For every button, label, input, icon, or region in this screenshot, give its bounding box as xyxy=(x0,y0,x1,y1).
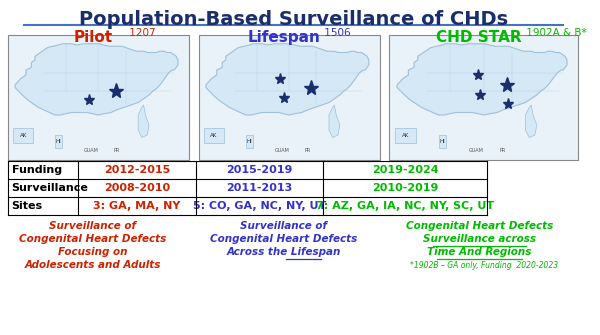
Text: Pilot: Pilot xyxy=(74,30,113,45)
Polygon shape xyxy=(15,44,178,115)
FancyBboxPatch shape xyxy=(389,35,578,160)
Text: Population-Based Surveillance of CHDs: Population-Based Surveillance of CHDs xyxy=(79,10,508,29)
FancyBboxPatch shape xyxy=(8,35,189,160)
Text: 2012-2015: 2012-2015 xyxy=(104,165,170,175)
Text: HI: HI xyxy=(439,139,445,144)
Text: 2011-2013: 2011-2013 xyxy=(226,183,292,193)
Text: GUAM: GUAM xyxy=(469,147,484,152)
Text: Surveillance of: Surveillance of xyxy=(240,221,327,231)
Text: CHD STAR: CHD STAR xyxy=(436,30,522,45)
Polygon shape xyxy=(138,105,149,137)
Polygon shape xyxy=(13,128,33,142)
Text: Across the Lifespan: Across the Lifespan xyxy=(227,247,341,257)
FancyBboxPatch shape xyxy=(199,35,380,160)
Text: 2010-2019: 2010-2019 xyxy=(372,183,439,193)
Text: Surveillance across: Surveillance across xyxy=(423,234,536,244)
Text: 5: CO, GA, NC, NY, UT: 5: CO, GA, NC, NY, UT xyxy=(193,201,326,211)
Polygon shape xyxy=(329,105,340,137)
Text: GUAM: GUAM xyxy=(274,147,289,152)
Text: Time And Regions: Time And Regions xyxy=(427,247,532,257)
Text: 1207: 1207 xyxy=(126,28,155,38)
Text: HI: HI xyxy=(247,139,252,144)
Text: 7: AZ, GA, IA, NC, NY, SC, UT: 7: AZ, GA, IA, NC, NY, SC, UT xyxy=(316,201,494,211)
Polygon shape xyxy=(439,135,446,147)
Text: AK: AK xyxy=(20,133,27,137)
Polygon shape xyxy=(397,44,567,115)
Text: *1902B – GA only, Funding  2020-2023: *1902B – GA only, Funding 2020-2023 xyxy=(410,261,559,270)
Text: 1506: 1506 xyxy=(322,28,351,38)
Polygon shape xyxy=(204,128,224,142)
Text: Sites: Sites xyxy=(12,201,43,211)
Text: PR: PR xyxy=(113,147,119,152)
Text: PR: PR xyxy=(304,147,310,152)
Text: 2015-2019: 2015-2019 xyxy=(226,165,293,175)
Text: Surveillance: Surveillance xyxy=(12,183,89,193)
Text: AK: AK xyxy=(402,133,409,137)
Text: HI: HI xyxy=(56,139,61,144)
Text: Funding: Funding xyxy=(12,165,62,175)
Polygon shape xyxy=(526,105,537,137)
Text: GUAM: GUAM xyxy=(83,147,98,152)
Polygon shape xyxy=(246,135,253,147)
Text: Adolescents and Adults: Adolescents and Adults xyxy=(25,260,161,270)
Text: 1902A & B*: 1902A & B* xyxy=(523,28,587,38)
Text: 2008-2010: 2008-2010 xyxy=(104,183,170,193)
Text: AK: AK xyxy=(211,133,218,137)
Text: Surveillance of: Surveillance of xyxy=(49,221,136,231)
Text: 3: GA, MA, NY: 3: GA, MA, NY xyxy=(94,201,181,211)
Text: Lifespan: Lifespan xyxy=(248,30,321,45)
Polygon shape xyxy=(395,128,416,142)
Text: Congenital Heart Defects: Congenital Heart Defects xyxy=(210,234,358,244)
Text: Focusing on: Focusing on xyxy=(58,247,128,257)
Polygon shape xyxy=(55,135,62,147)
Text: Congenital Heart Defects: Congenital Heart Defects xyxy=(406,221,553,231)
Text: 2019-2024: 2019-2024 xyxy=(372,165,439,175)
Polygon shape xyxy=(206,44,369,115)
Text: PR: PR xyxy=(500,147,506,152)
Text: Congenital Heart Defects: Congenital Heart Defects xyxy=(19,234,167,244)
